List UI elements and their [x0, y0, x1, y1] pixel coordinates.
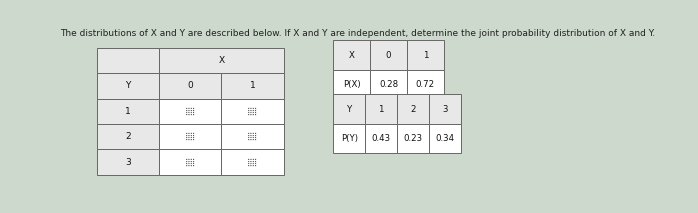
- Text: 0.72: 0.72: [416, 80, 435, 89]
- Text: ⣿⣿: ⣿⣿: [185, 158, 196, 167]
- Text: 2: 2: [410, 105, 416, 114]
- Bar: [334, 94, 365, 124]
- Bar: [221, 73, 283, 99]
- Text: ⣿⣿: ⣿⣿: [185, 132, 196, 141]
- Bar: [370, 70, 407, 99]
- Text: 1: 1: [378, 105, 384, 114]
- Bar: [221, 149, 283, 175]
- Text: 0: 0: [188, 81, 193, 90]
- Text: 2: 2: [125, 132, 131, 141]
- Bar: [221, 124, 283, 149]
- Bar: [365, 124, 397, 154]
- Text: P(X): P(X): [343, 80, 361, 89]
- Text: Y: Y: [126, 81, 131, 90]
- Bar: [97, 48, 159, 73]
- Text: 0: 0: [386, 50, 392, 60]
- Bar: [397, 124, 429, 154]
- Text: ⣿⣿: ⣿⣿: [185, 107, 196, 116]
- Text: 0.43: 0.43: [372, 134, 391, 143]
- Text: The distributions of X and Y are described below. If X and Y are independent, de: The distributions of X and Y are describ…: [60, 29, 655, 38]
- Bar: [397, 94, 429, 124]
- Text: 1: 1: [250, 81, 255, 90]
- Bar: [97, 73, 159, 99]
- Bar: [334, 70, 370, 99]
- Bar: [97, 124, 159, 149]
- Text: 1: 1: [125, 107, 131, 116]
- Text: X: X: [349, 50, 355, 60]
- Text: ⣿⣿: ⣿⣿: [247, 132, 258, 141]
- Text: ⣿⣿: ⣿⣿: [247, 158, 258, 167]
- Bar: [365, 94, 397, 124]
- Text: X: X: [218, 56, 225, 65]
- Text: 3: 3: [125, 158, 131, 167]
- Bar: [429, 124, 461, 154]
- Text: 1: 1: [422, 50, 428, 60]
- Bar: [159, 149, 221, 175]
- Bar: [407, 70, 444, 99]
- Text: ⣿⣿: ⣿⣿: [247, 107, 258, 116]
- Text: P(Y): P(Y): [341, 134, 358, 143]
- Bar: [159, 48, 283, 73]
- Text: 3: 3: [443, 105, 448, 114]
- Bar: [221, 99, 283, 124]
- Text: 0.34: 0.34: [436, 134, 454, 143]
- Bar: [370, 40, 407, 70]
- Text: Y: Y: [347, 105, 352, 114]
- Bar: [159, 73, 221, 99]
- Bar: [159, 124, 221, 149]
- Bar: [159, 99, 221, 124]
- Bar: [407, 40, 444, 70]
- Bar: [97, 99, 159, 124]
- Text: 0.28: 0.28: [379, 80, 398, 89]
- Bar: [97, 149, 159, 175]
- Bar: [334, 40, 370, 70]
- Bar: [429, 94, 461, 124]
- Bar: [334, 124, 365, 154]
- Text: 0.23: 0.23: [403, 134, 423, 143]
